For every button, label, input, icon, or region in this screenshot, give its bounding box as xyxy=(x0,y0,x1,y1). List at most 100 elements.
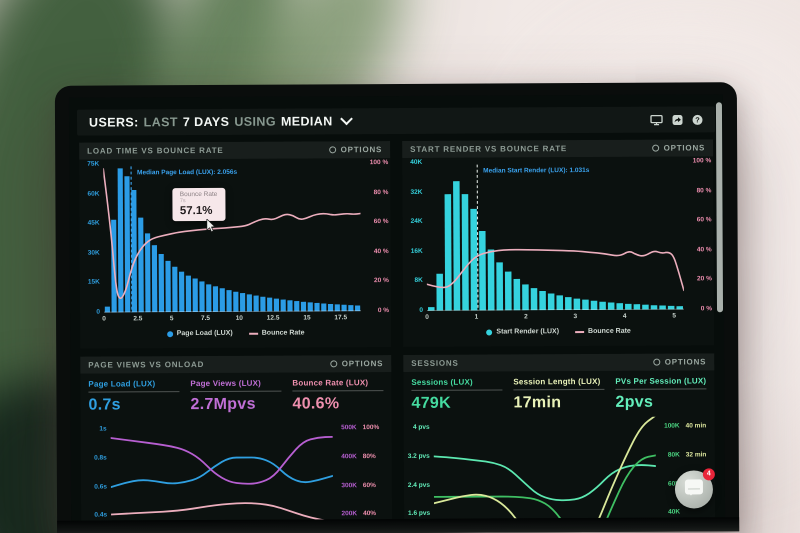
y-axis-left: 40K 32K 24K 16K 8K 0 xyxy=(410,158,424,314)
title-users: USERS: xyxy=(88,115,139,130)
y-axis-right: 100 % 80 % 60 % 40 % 20 % 0 % xyxy=(692,157,713,313)
options-label: OPTIONS xyxy=(663,143,706,153)
stat-label: PVs Per Session (LUX) xyxy=(615,376,707,386)
stat-underline xyxy=(190,390,282,393)
load-time-chart[interactable] xyxy=(103,163,362,313)
panel-page-views: PAGE VIEWS VS ONLOAD OPTIONS Page Load (… xyxy=(80,355,392,521)
x-axis: 0 2.5 5 7.5 10 12.5 15 17.5 xyxy=(102,314,348,323)
panel-title: START RENDER VS BOUNCE RATE xyxy=(410,144,568,154)
chart-legend: Page Load (LUX) Bounce Rate xyxy=(80,325,391,342)
panel-header: SESSIONS OPTIONS xyxy=(403,353,715,372)
stat-underline xyxy=(292,390,384,392)
chat-bubble-icon xyxy=(684,479,703,495)
stat-value: 17min xyxy=(513,394,562,412)
stats-row: Sessions (LUX) 479K Session Length (LUX)… xyxy=(403,370,714,416)
stat-label: Page Views (LUX) xyxy=(190,378,262,389)
legend-item: Bounce Rate xyxy=(575,328,631,335)
gear-icon xyxy=(653,358,661,366)
legend-item: Page Load (LUX) xyxy=(166,330,233,337)
stat-label: Session Length (LUX) xyxy=(513,376,601,387)
stat-page-load: Page Load (LUX) 0.7s xyxy=(88,379,180,414)
svg-text:?: ? xyxy=(695,115,700,124)
y-axis-left: 4 pvs 3.2 pvs 2.4 pvs 1.6 pvs xyxy=(407,423,431,518)
panel-grid: LOAD TIME VS BOUNCE RATE OPTIONS 75K 60K 4… xyxy=(79,139,715,520)
gear-icon xyxy=(330,360,338,368)
median-annotation: Median Page Load (LUX): 2.056s xyxy=(137,168,238,177)
options-button[interactable]: OPTIONS xyxy=(329,145,383,155)
options-label: OPTIONS xyxy=(664,357,707,367)
options-button[interactable]: OPTIONS xyxy=(652,143,706,153)
y-axis-left: 1s 0.8s 0.6s 0.4s xyxy=(94,425,108,519)
stat-value: 2pvs xyxy=(615,393,654,411)
tooltip-value: 57.1% xyxy=(179,204,213,217)
panel-header: START RENDER VS BOUNCE RATE OPTIONS xyxy=(402,139,714,158)
title-median: MEDIAN xyxy=(280,114,333,129)
stat-value: 2.7Mpvs xyxy=(190,395,256,414)
panel-load-time: LOAD TIME VS BOUNCE RATE OPTIONS 75K 60K 4… xyxy=(79,141,391,349)
y-axis-left: 75K 60K 45K 30K 15K 0 xyxy=(87,160,101,316)
y-axis-right-views: 500K 400K 300K 200K xyxy=(341,424,358,518)
mouse-cursor-icon xyxy=(206,218,216,232)
stat-label: Sessions (LUX) xyxy=(411,377,473,387)
stat-session-length: Session Length (LUX) 17min xyxy=(513,376,605,412)
stat-page-views: Page Views (LUX) 2.7Mpvs xyxy=(190,378,282,414)
stat-sessions: Sessions (LUX) 479K xyxy=(411,377,503,412)
page-views-onload-chart[interactable] xyxy=(111,418,334,520)
chart-legend: Start Render (LUX) Bounce Rate xyxy=(403,323,714,340)
panel-sessions: SESSIONS OPTIONS Sessions (LUX) 479K xyxy=(403,353,715,520)
help-icon[interactable]: ? xyxy=(692,114,703,125)
dashboard-topbar: USERS: LAST 7 DAYS USING MEDIAN xyxy=(76,106,716,136)
panel-title: PAGE VIEWS VS ONLOAD xyxy=(88,360,205,370)
chat-notification-badge: 4 xyxy=(702,468,715,481)
panel-header: LOAD TIME VS BOUNCE RATE OPTIONS xyxy=(79,141,391,160)
stat-label: Page Load (LUX) xyxy=(88,379,156,389)
tooltip-title: Bounce Rate xyxy=(179,190,218,198)
gear-icon xyxy=(652,144,660,152)
laptop-screen: USERS: LAST 7 DAYS USING MEDIAN xyxy=(54,82,740,533)
panel-header: PAGE VIEWS VS ONLOAD OPTIONS xyxy=(80,355,392,374)
dashboard-app: USERS: LAST 7 DAYS USING MEDIAN xyxy=(68,94,726,521)
stat-underline xyxy=(615,388,707,390)
stat-underline xyxy=(88,391,180,393)
monitor-icon[interactable] xyxy=(650,114,663,125)
stat-label: Bounce Rate (LUX) xyxy=(292,378,369,388)
stat-underline xyxy=(411,389,503,391)
plot-area: Median Page Load (LUX): 2.056s Bounce Ra… xyxy=(103,163,362,313)
scrollbar-thumb[interactable] xyxy=(715,102,724,313)
legend-item: Start Render (LUX) xyxy=(486,328,559,335)
title-7days: 7 DAYS xyxy=(182,114,230,130)
stat-value: 40.6% xyxy=(292,395,340,413)
panel-title: LOAD TIME VS BOUNCE RATE xyxy=(87,145,224,156)
stat-underline xyxy=(513,388,605,391)
panel-title: SESSIONS xyxy=(411,358,459,368)
stat-value: 479K xyxy=(411,394,451,412)
start-render-chart[interactable] xyxy=(426,161,685,311)
laptop-hinge xyxy=(57,517,740,533)
y-axis-right: 100 % 80 % 60 % 40 % 20 % 0 % xyxy=(369,159,390,315)
panel-start-render: START RENDER VS BOUNCE RATE OPTIONS 40K 3… xyxy=(402,139,714,347)
options-label: OPTIONS xyxy=(341,359,384,369)
gear-icon xyxy=(329,146,337,154)
y-axis-right-sessions: 100K 80K 60K 40K xyxy=(664,422,681,516)
y-axis-right-bounce: 100% 80% 60% 40% xyxy=(362,423,380,518)
title-using: USING xyxy=(234,114,276,129)
bounce-rate-tooltip: Bounce Rate 7s 57.1% xyxy=(172,187,226,232)
stat-value: 0.7s xyxy=(88,396,121,414)
chevron-down-icon xyxy=(339,112,353,125)
tooltip-subtitle: 7s xyxy=(179,197,186,204)
options-button[interactable]: OPTIONS xyxy=(330,359,384,369)
users-range-dropdown[interactable]: USERS: LAST 7 DAYS USING MEDIAN xyxy=(88,112,353,130)
stat-bounce-rate: Bounce Rate (LUX) 40.6% xyxy=(292,378,384,413)
legend-item: Bounce Rate xyxy=(248,329,305,337)
plot-area: Median Start Render (LUX): 1.031s xyxy=(426,161,685,311)
chat-button[interactable]: 4 xyxy=(674,468,715,509)
options-label: OPTIONS xyxy=(340,145,383,155)
share-icon[interactable] xyxy=(672,114,683,125)
sessions-chart[interactable] xyxy=(434,417,657,521)
title-last: LAST xyxy=(143,115,178,130)
options-button[interactable]: OPTIONS xyxy=(653,357,707,367)
median-annotation: Median Start Render (LUX): 1.031s xyxy=(483,166,590,175)
stats-row: Page Load (LUX) 0.7s Page Views (LUX) 2.… xyxy=(80,372,391,418)
